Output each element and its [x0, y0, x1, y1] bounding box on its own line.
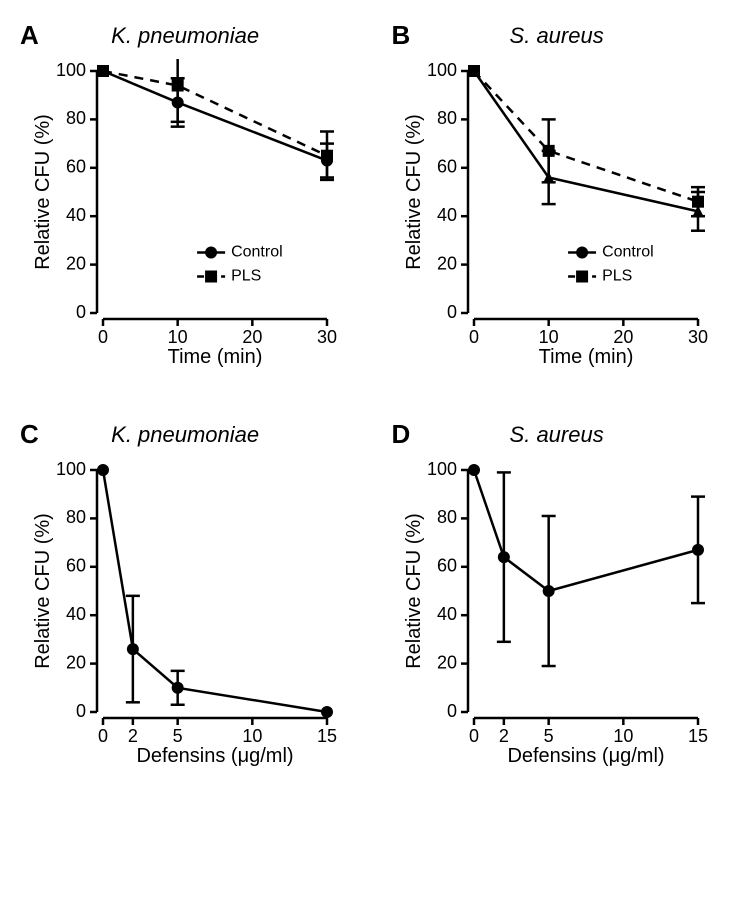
svg-text:Control: Control	[231, 244, 283, 261]
svg-text:Relative CFU (%): Relative CFU (%)	[403, 513, 425, 669]
chart-A: 0 20 40 60 80 100 0 10 20 30 Relative CFU (%) Time …	[31, 59, 341, 369]
svg-text:PLS: PLS	[602, 268, 632, 285]
chart-C: 0 20 40 60 80 100 0 5 10 15 2 Relative CFU (%) Defen…	[31, 458, 341, 768]
svg-text:5: 5	[544, 726, 554, 746]
svg-text:0: 0	[469, 327, 479, 347]
svg-text:Control: Control	[602, 244, 654, 261]
svg-text:20: 20	[66, 253, 86, 273]
svg-text:0: 0	[98, 327, 108, 347]
svg-text:80: 80	[66, 108, 86, 128]
svg-text:20: 20	[614, 327, 634, 347]
svg-text:100: 100	[56, 459, 86, 479]
panel-title: S. aureus	[420, 422, 723, 448]
svg-text:PLS: PLS	[231, 268, 261, 285]
panel-letter: B	[392, 20, 411, 51]
panel-B: B S. aureus 0 20 40 60 80 100 0 10 20 30 Relative …	[392, 20, 724, 369]
svg-text:Defensins (μg/ml): Defensins (μg/ml)	[136, 745, 293, 767]
svg-text:20: 20	[437, 652, 457, 672]
svg-text:20: 20	[242, 327, 262, 347]
panel-letter: D	[392, 419, 411, 450]
svg-text:15: 15	[317, 726, 337, 746]
svg-text:0: 0	[469, 726, 479, 746]
svg-text:30: 30	[688, 327, 708, 347]
chart-D: 0 20 40 60 80 100 0 5 10 15 2 Relative CFU (%) Defen…	[402, 458, 712, 768]
svg-text:10: 10	[167, 327, 187, 347]
svg-text:60: 60	[66, 157, 86, 177]
panel-title: K. pneumoniae	[49, 23, 352, 49]
panel-title: K. pneumoniae	[49, 422, 352, 448]
svg-text:60: 60	[437, 157, 457, 177]
svg-text:80: 80	[437, 108, 457, 128]
svg-text:40: 40	[437, 205, 457, 225]
svg-text:80: 80	[437, 507, 457, 527]
svg-text:80: 80	[66, 507, 86, 527]
svg-text:60: 60	[437, 556, 457, 576]
svg-text:2: 2	[499, 726, 509, 746]
svg-text:Relative CFU (%): Relative CFU (%)	[403, 114, 425, 270]
panel-title: S. aureus	[420, 23, 723, 49]
svg-text:Time (min): Time (min)	[539, 346, 634, 368]
svg-text:Relative CFU (%): Relative CFU (%)	[32, 513, 54, 669]
svg-text:0: 0	[76, 302, 86, 322]
svg-text:10: 10	[539, 327, 559, 347]
panel-letter: C	[20, 419, 39, 450]
svg-text:Defensins (μg/ml): Defensins (μg/ml)	[508, 745, 665, 767]
svg-text:60: 60	[66, 556, 86, 576]
svg-text:0: 0	[76, 701, 86, 721]
svg-text:Time (min): Time (min)	[167, 346, 262, 368]
svg-text:5: 5	[172, 726, 182, 746]
svg-text:15: 15	[688, 726, 708, 746]
panel-letter: A	[20, 20, 39, 51]
svg-text:2: 2	[128, 726, 138, 746]
svg-text:100: 100	[427, 459, 457, 479]
svg-text:10: 10	[614, 726, 634, 746]
svg-text:40: 40	[66, 205, 86, 225]
chart-B: 0 20 40 60 80 100 0 10 20 30 Relative CFU (%) Time …	[402, 59, 712, 369]
svg-text:0: 0	[447, 302, 457, 322]
svg-text:100: 100	[427, 60, 457, 80]
svg-text:0: 0	[98, 726, 108, 746]
svg-text:20: 20	[66, 652, 86, 672]
svg-text:40: 40	[437, 604, 457, 624]
svg-text:40: 40	[66, 604, 86, 624]
panel-A: A K. pneumoniae 0 20 40 60 80 100 0 10 20 30 Relat…	[20, 20, 352, 369]
svg-text:10: 10	[242, 726, 262, 746]
panel-D: D S. aureus 0 20 40 60 80 100 0 5 10 15 2 Relative …	[392, 419, 724, 768]
svg-text:30: 30	[317, 327, 337, 347]
svg-text:100: 100	[56, 60, 86, 80]
svg-text:0: 0	[447, 701, 457, 721]
panel-C: C K. pneumoniae 0 20 40 60 80 100 0 5 10 15 2 Relat…	[20, 419, 352, 768]
svg-text:Relative CFU (%): Relative CFU (%)	[32, 114, 54, 270]
svg-text:20: 20	[437, 253, 457, 273]
